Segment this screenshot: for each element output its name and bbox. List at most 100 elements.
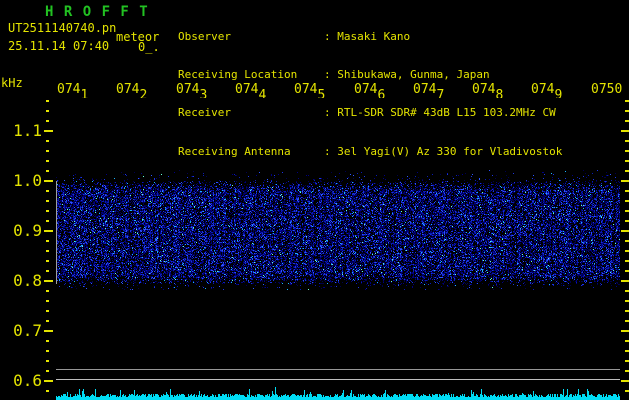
freq-tick-label: 0.6 <box>13 371 42 390</box>
tick-mark <box>625 120 629 122</box>
tick-mark <box>625 260 629 262</box>
tick-mark <box>625 200 629 202</box>
freq-unit-label: kHz <box>1 76 23 90</box>
tick-mark <box>44 230 53 232</box>
info-label: Observer <box>178 29 231 43</box>
freq-tick-label: 1.1 <box>13 121 42 140</box>
tick-mark <box>621 230 629 232</box>
tick-mark <box>46 210 49 212</box>
tick-mark <box>46 350 49 352</box>
info-value: Masaki Kano <box>337 29 411 43</box>
spectrogram-canvas <box>56 150 620 290</box>
app-title: H R O F F T <box>45 4 149 20</box>
tick-mark <box>625 190 629 192</box>
time-tick-label: 0745 <box>294 82 326 98</box>
tick-mark <box>46 140 49 142</box>
time-tick-label: 0746 <box>354 82 386 98</box>
tick-mark <box>46 190 49 192</box>
tick-mark <box>46 160 49 162</box>
tick-mark <box>621 180 629 182</box>
time-tick-label: 0749 <box>531 82 563 98</box>
tick-mark <box>46 260 49 262</box>
tick-mark <box>625 160 629 162</box>
tick-mark <box>46 320 49 322</box>
tick-mark <box>44 130 53 132</box>
time-tick-label: 0742 <box>116 82 148 98</box>
time-tick-label: 0743 <box>176 82 208 98</box>
info-row-observer: Observer: Masaki Kano <box>178 29 562 44</box>
tick-mark <box>44 280 53 282</box>
tick-mark <box>625 320 629 322</box>
info-separator: : <box>324 67 338 81</box>
freq-tick-label: 0.8 <box>13 271 42 290</box>
reference-line-lower <box>56 379 620 380</box>
freq-tick-label: 1.0 <box>13 171 42 190</box>
echo-count-label: 0_. <box>138 40 160 54</box>
tick-mark <box>46 300 49 302</box>
tick-mark <box>46 310 49 312</box>
tick-mark <box>625 100 629 102</box>
tick-mark <box>625 350 629 352</box>
reference-line-upper <box>56 369 620 370</box>
tick-mark <box>46 150 49 152</box>
time-tick-label: 0747 <box>413 82 445 98</box>
tick-mark <box>621 280 629 282</box>
tick-mark <box>621 380 629 382</box>
time-tick-label: 0748 <box>472 82 504 98</box>
tick-mark <box>625 340 629 342</box>
tick-mark <box>46 290 49 292</box>
time-tick-label: 0741 <box>57 82 89 98</box>
info-value: RTL-SDR SDR# 43dB L15 103.2MHz CW <box>337 106 556 120</box>
info-separator: : <box>324 29 338 43</box>
info-row-receiver: Receiver: RTL-SDR SDR# 43dB L15 103.2MHz… <box>178 107 562 120</box>
signal-level-canvas <box>56 387 620 400</box>
tick-mark <box>46 100 49 102</box>
tick-mark <box>46 270 49 272</box>
tick-mark <box>46 170 49 172</box>
freq-tick-label: 0.9 <box>13 221 42 240</box>
time-tick-label: 0750 <box>591 82 623 97</box>
tick-mark <box>621 330 629 332</box>
info-label: Receiving Location <box>178 67 298 81</box>
tick-mark <box>46 370 49 372</box>
tick-mark <box>44 180 53 182</box>
tick-mark <box>46 360 49 362</box>
tick-mark <box>46 340 49 342</box>
time-tick-label: 0744 <box>235 82 267 98</box>
tick-mark <box>44 330 53 332</box>
tick-mark <box>625 300 629 302</box>
tick-mark <box>625 220 629 222</box>
info-label: Receiver <box>178 106 231 120</box>
tick-mark <box>46 220 49 222</box>
tick-mark <box>625 390 629 392</box>
tick-mark <box>625 250 629 252</box>
tick-mark <box>44 380 53 382</box>
info-separator: : <box>324 106 338 120</box>
tick-mark <box>46 120 49 122</box>
tick-mark <box>625 150 629 152</box>
tick-mark <box>625 110 629 112</box>
freq-tick-label: 0.7 <box>13 321 42 340</box>
mode-label: meteor <box>116 30 160 44</box>
datetime-label: 25.11.14 07:40 <box>8 39 110 53</box>
tick-mark <box>625 290 629 292</box>
tick-mark <box>625 310 629 312</box>
tick-mark <box>625 210 629 212</box>
tick-mark <box>625 170 629 172</box>
tick-mark <box>46 390 49 392</box>
info-row-location: Receiving Location: Shibukawa, Gunma, Ja… <box>178 67 562 82</box>
tick-mark <box>46 200 49 202</box>
tick-mark <box>621 130 629 132</box>
tick-mark <box>46 110 49 112</box>
tick-mark <box>625 270 629 272</box>
tick-mark <box>46 240 49 242</box>
tick-mark <box>625 140 629 142</box>
tick-mark <box>625 370 629 372</box>
tick-mark <box>46 250 49 252</box>
tick-mark <box>625 240 629 242</box>
info-value: Shibukawa, Gunma, Japan <box>337 67 490 81</box>
tick-mark <box>625 360 629 362</box>
filename-label: UT2511140740.pn <box>8 21 117 35</box>
band-start-line <box>56 181 57 284</box>
